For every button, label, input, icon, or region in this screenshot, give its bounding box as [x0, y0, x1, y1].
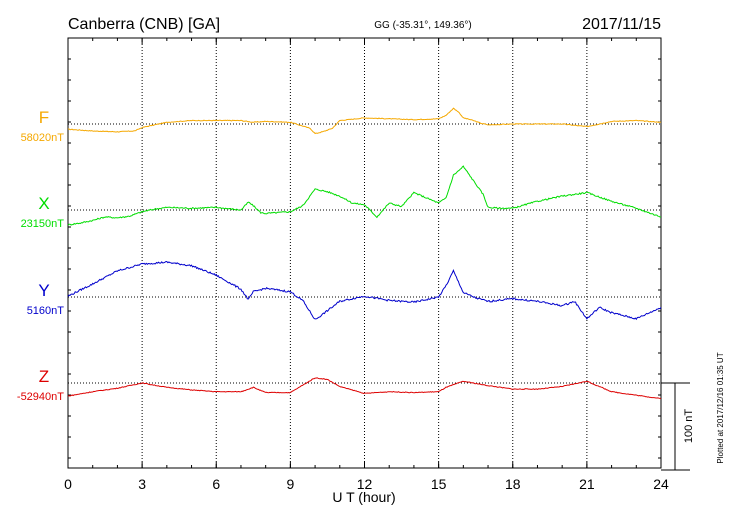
date-label: 2017/11/15 [582, 16, 661, 33]
x-tick-label: 9 [286, 476, 294, 492]
scale-bar-label: 100 nT [683, 409, 695, 444]
series-name-Y: Y [38, 281, 49, 300]
plotted-timestamp: Plotted at 2017/12/16 01:35 UT [716, 352, 725, 463]
series-baseline-F: 58020nT [21, 132, 65, 144]
x-tick-label: 21 [579, 476, 595, 492]
series-baseline-Y: 5160nT [27, 305, 65, 317]
x-tick-label: 12 [357, 476, 373, 492]
series-line-X [67, 165, 661, 226]
grid-lines [68, 38, 661, 468]
axis-ticks: 0 3 6 9 12 15 18 21 24 [64, 38, 669, 492]
x-tick-label: 18 [505, 476, 521, 492]
series-line-F [67, 107, 662, 135]
series-name-F: F [39, 108, 49, 127]
x-tick-label: 15 [431, 476, 447, 492]
station-title: Canberra (CNB) [GA] [68, 16, 220, 33]
plot-frame [67, 37, 662, 469]
x-tick-label: 6 [212, 476, 220, 492]
series-baseline-Z: -52940nT [17, 391, 64, 403]
x-tick-label: 24 [653, 476, 669, 492]
series-line-Y [67, 260, 662, 321]
series-name-Z: Z [39, 367, 49, 386]
series-labels: F 58020nT X 23150nT Y 5160nT Z -52940nT [17, 108, 64, 403]
x-tick-label: 0 [64, 476, 72, 492]
series-baseline-X: 23150nT [21, 218, 65, 230]
series-line-Z [67, 377, 662, 400]
series-name-X: X [38, 194, 49, 213]
series-lines [67, 107, 662, 400]
coordinates-label: GG (-35.31°, 149.36°) [374, 20, 472, 31]
x-axis-title: U T (hour) [332, 489, 395, 505]
x-tick-label: 3 [138, 476, 146, 492]
